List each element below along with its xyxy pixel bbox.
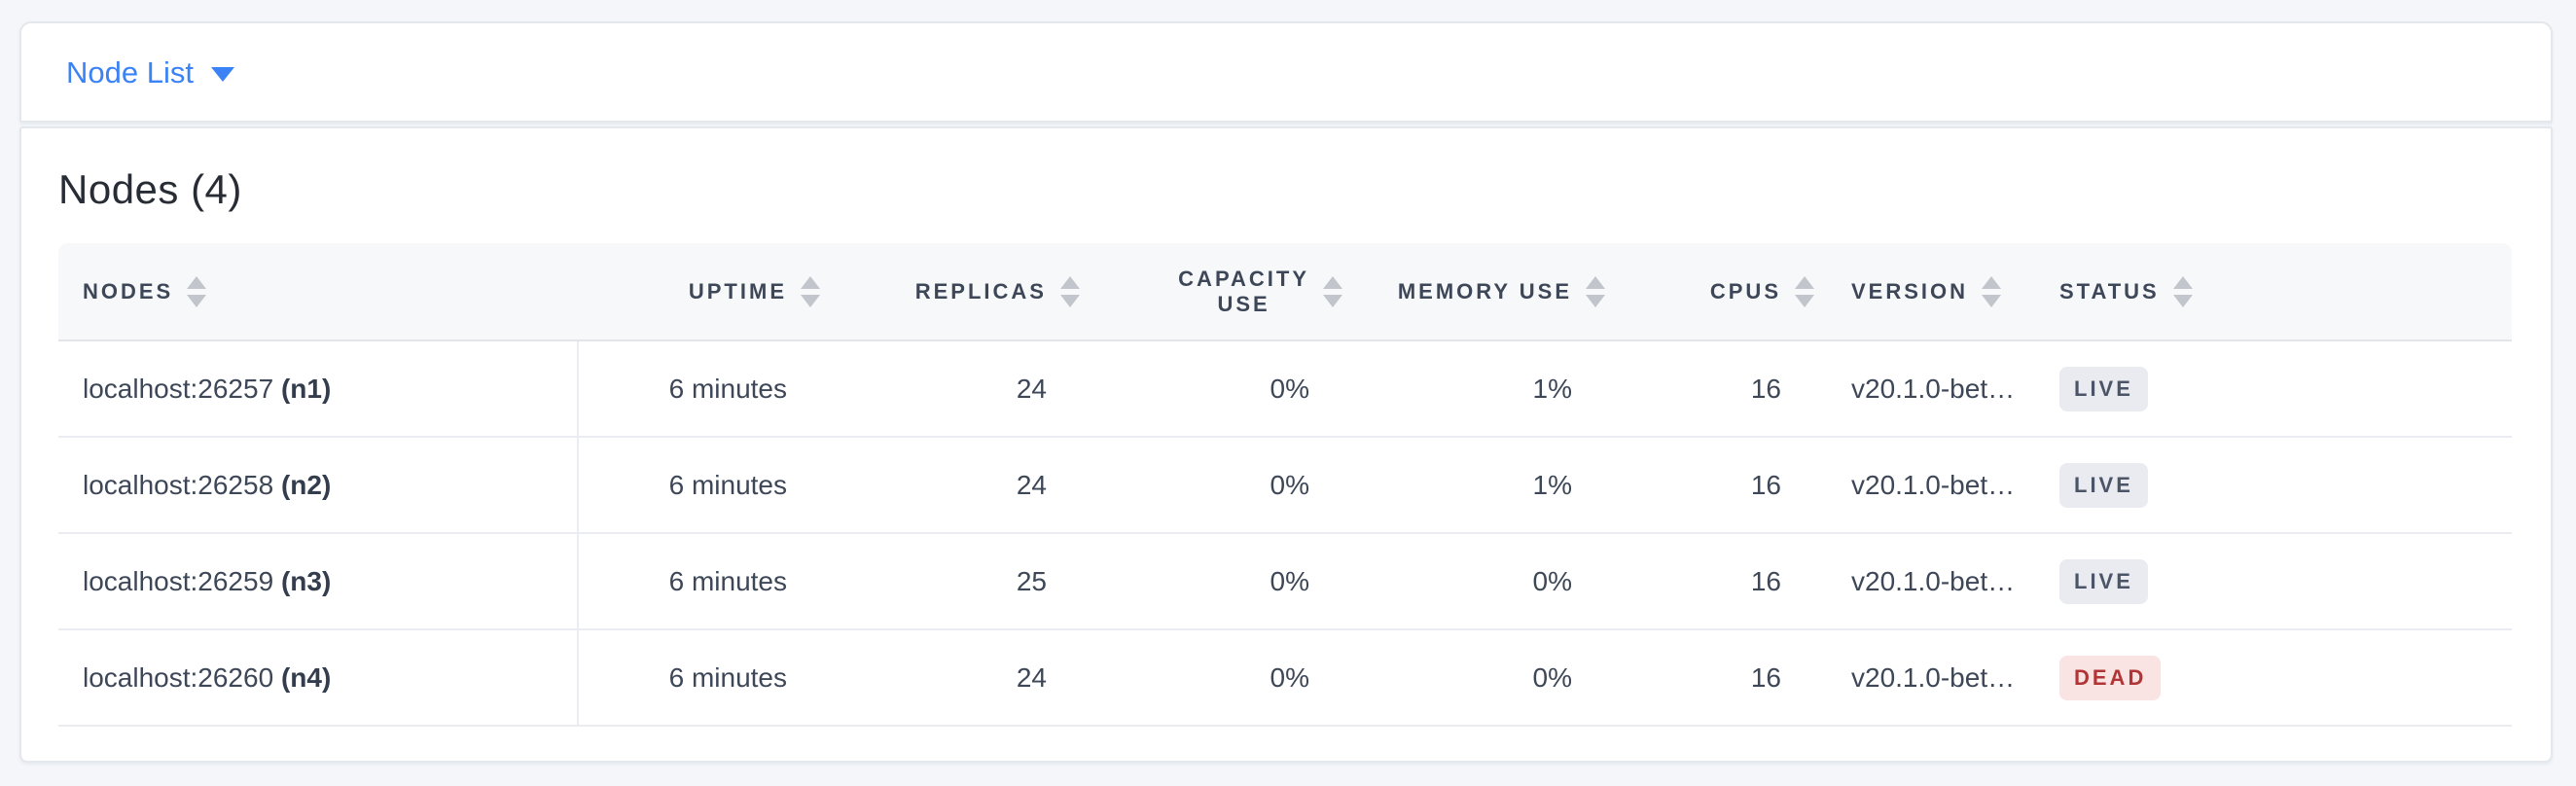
- status-cell: LIVE: [2048, 533, 2512, 630]
- memory-use-cell: 0%: [1352, 533, 1615, 630]
- capacity-use-cell: 0%: [1090, 340, 1352, 438]
- view-switcher-dropdown[interactable]: Node List: [66, 57, 234, 88]
- capacity-use-cell: 0%: [1090, 629, 1352, 727]
- status-cell: LIVE: [2048, 437, 2512, 534]
- column-label: VERSION: [1851, 278, 1969, 304]
- cpus-cell: 16: [1615, 533, 1824, 630]
- column-header-capacity-use[interactable]: CAPACITY USE: [1090, 243, 1352, 341]
- replicas-cell: 25: [830, 533, 1090, 630]
- nodes-count-heading: Nodes (4): [58, 166, 242, 212]
- replicas-cell: 24: [830, 340, 1090, 438]
- status-badge: DEAD: [2059, 655, 2162, 700]
- status-cell: DEAD: [2048, 629, 2512, 727]
- status-badge: LIVE: [2059, 558, 2148, 604]
- nodes-table: NODES UPTIME REPLICAS: [58, 243, 2512, 727]
- node-row[interactable]: localhost:26257 (n1) 6 minutes 24 0% 1% …: [58, 340, 2512, 438]
- column-header-memory-use[interactable]: MEMORY USE: [1352, 243, 1615, 341]
- column-header-status[interactable]: STATUS: [2048, 243, 2512, 341]
- uptime-cell: 6 minutes: [578, 437, 830, 534]
- status-cell: LIVE: [2048, 340, 2512, 438]
- caret-down-icon: [210, 66, 234, 82]
- node-address-cell: localhost:26258 (n2): [58, 437, 579, 534]
- column-header-version[interactable]: VERSION: [1824, 243, 2048, 341]
- sort-icon: [1982, 275, 2002, 307]
- column-label: CAPACITY USE: [1178, 266, 1309, 316]
- column-label: NODES: [83, 278, 174, 304]
- cpus-cell: 16: [1615, 629, 1824, 727]
- node-id: (n3): [280, 565, 332, 596]
- column-header-replicas[interactable]: REPLICAS: [830, 243, 1090, 341]
- column-label: MEMORY USE: [1397, 278, 1572, 304]
- sort-icon: [1060, 275, 1080, 307]
- capacity-use-cell: 0%: [1090, 533, 1352, 630]
- version-cell: v20.1.0-bet…: [1824, 437, 2048, 534]
- node-address-cell: localhost:26260 (n4): [58, 629, 579, 727]
- memory-use-cell: 1%: [1352, 437, 1615, 534]
- sort-icon: [1323, 275, 1342, 307]
- node-row[interactable]: localhost:26260 (n4) 6 minutes 24 0% 0% …: [58, 629, 2512, 727]
- table-header-row: NODES UPTIME REPLICAS: [58, 243, 2512, 341]
- node-row[interactable]: localhost:26259 (n3) 6 minutes 25 0% 0% …: [58, 533, 2512, 630]
- memory-use-cell: 0%: [1352, 629, 1615, 727]
- sort-icon: [1795, 275, 1814, 307]
- version-cell: v20.1.0-bet…: [1824, 533, 2048, 630]
- sort-icon: [187, 275, 207, 307]
- status-badge: LIVE: [2059, 462, 2148, 508]
- replicas-cell: 24: [830, 437, 1090, 534]
- node-id: (n4): [280, 661, 332, 693]
- column-label: STATUS: [2059, 278, 2160, 304]
- node-address-cell: localhost:26259 (n3): [58, 533, 579, 630]
- view-switcher-label: Node List: [66, 54, 194, 89]
- uptime-cell: 6 minutes: [578, 533, 830, 630]
- column-header-cpus[interactable]: CPUS: [1615, 243, 1824, 341]
- column-label: UPTIME: [688, 278, 787, 304]
- cpus-cell: 16: [1615, 340, 1824, 438]
- column-label: CPUS: [1709, 278, 1781, 304]
- column-header-nodes[interactable]: NODES: [58, 243, 578, 341]
- column-header-uptime[interactable]: UPTIME: [578, 243, 830, 341]
- replicas-cell: 24: [830, 629, 1090, 727]
- capacity-use-cell: 0%: [1090, 437, 1352, 534]
- column-label: REPLICAS: [914, 278, 1047, 304]
- version-cell: v20.1.0-bet…: [1824, 629, 2048, 727]
- node-list-card: Nodes (4) NODES UPTIME: [19, 126, 2553, 763]
- node-address-cell: localhost:26257 (n1): [58, 340, 579, 438]
- uptime-cell: 6 minutes: [578, 340, 830, 438]
- cpus-cell: 16: [1615, 437, 1824, 534]
- memory-use-cell: 1%: [1352, 340, 1615, 438]
- uptime-cell: 6 minutes: [578, 629, 830, 727]
- node-id: (n1): [280, 373, 332, 404]
- sort-icon: [2172, 275, 2193, 307]
- sort-icon: [1586, 275, 1605, 307]
- node-id: (n2): [280, 469, 332, 500]
- version-cell: v20.1.0-bet…: [1824, 340, 2048, 438]
- sort-icon: [801, 275, 820, 307]
- view-switcher-bar: Node List: [19, 21, 2553, 123]
- status-badge: LIVE: [2059, 366, 2148, 411]
- node-row[interactable]: localhost:26258 (n2) 6 minutes 24 0% 1% …: [58, 437, 2512, 534]
